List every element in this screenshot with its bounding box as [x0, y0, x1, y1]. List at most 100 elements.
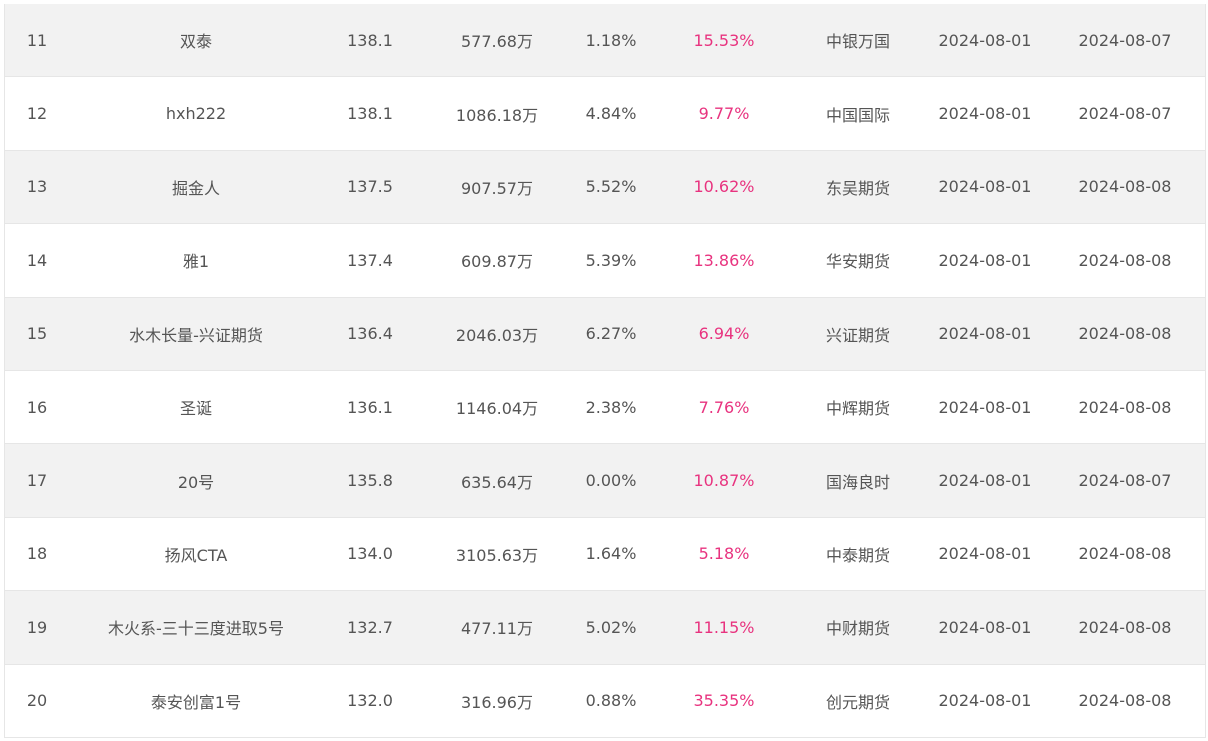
- ranking-table: 11 双泰 138.1 577.68万 1.18% 15.53% 中银万国 20…: [4, 4, 1206, 738]
- table-row[interactable]: 12 hxh222 138.1 1086.18万 4.84% 9.77% 中国国…: [5, 77, 1205, 151]
- start-date-cell: 2024-08-01: [938, 324, 1032, 344]
- account-name-cell[interactable]: 双泰: [179, 32, 212, 52]
- nav-cell: 137.4: [347, 250, 393, 270]
- end-date-cell: 2024-08-08: [1078, 544, 1172, 564]
- start-date-cell: 2024-08-01: [938, 397, 1032, 417]
- return-cell: 35.35%: [693, 691, 755, 711]
- start-date-cell: 2024-08-01: [938, 250, 1032, 270]
- rank-cell: 13: [26, 177, 48, 197]
- account-name-cell[interactable]: 木火系-三十三度进取5号: [108, 619, 284, 639]
- broker-cell: 创元期货: [825, 692, 890, 712]
- broker-cell: 中国国际: [825, 105, 890, 125]
- return-cell: 10.87%: [693, 471, 755, 491]
- end-date-cell: 2024-08-08: [1078, 691, 1172, 711]
- account-name-cell[interactable]: 雅1: [182, 252, 210, 272]
- broker-cell: 兴证期货: [825, 325, 890, 345]
- equity-cell: 1086.18万: [455, 105, 539, 125]
- broker-cell: 国海良时: [825, 472, 890, 492]
- equity-cell: 907.57万: [461, 178, 533, 198]
- start-date-cell: 2024-08-01: [938, 104, 1032, 124]
- account-name-cell[interactable]: 水木长量-兴证期货: [129, 325, 263, 345]
- table-row[interactable]: 16 圣诞 136.1 1146.04万 2.38% 7.76% 中辉期货 20…: [5, 370, 1205, 445]
- end-date-cell: 2024-08-08: [1078, 397, 1172, 417]
- end-date-cell: 2024-08-07: [1078, 104, 1172, 124]
- account-name-cell[interactable]: 掘金人: [171, 178, 220, 198]
- rank-cell: 19: [26, 617, 48, 637]
- rank-cell: 11: [26, 30, 48, 50]
- table-row[interactable]: 15 水木长量-兴证期货 136.4 2046.03万 6.27% 6.94% …: [5, 297, 1205, 371]
- rank-cell: 16: [26, 397, 48, 417]
- account-name-cell[interactable]: hxh222: [165, 104, 227, 124]
- nav-cell: 134.0: [347, 544, 393, 564]
- broker-cell: 东吴期货: [825, 178, 890, 198]
- equity-cell: 577.68万: [461, 32, 533, 52]
- equity-cell: 1146.04万: [455, 399, 539, 419]
- table-row[interactable]: 17 20号 135.8 635.64万 0.00% 10.87% 国海良时 2…: [5, 444, 1205, 518]
- return-cell: 7.76%: [698, 397, 750, 417]
- broker-cell: 中银万国: [825, 32, 890, 52]
- rank-cell: 14: [26, 250, 48, 270]
- return-cell: 10.62%: [693, 177, 755, 197]
- return-cell: 6.94%: [698, 324, 750, 344]
- drawdown-cell: 0.00%: [585, 471, 637, 491]
- end-date-cell: 2024-08-07: [1078, 471, 1172, 491]
- nav-cell: 132.7: [347, 617, 393, 637]
- equity-cell: 635.64万: [461, 472, 533, 492]
- drawdown-cell: 6.27%: [585, 324, 637, 344]
- return-cell: 5.18%: [698, 544, 750, 564]
- rank-cell: 18: [26, 544, 48, 564]
- drawdown-cell: 4.84%: [585, 104, 637, 124]
- nav-cell: 136.1: [347, 397, 393, 417]
- drawdown-cell: 5.02%: [585, 617, 637, 637]
- table-row[interactable]: 11 双泰 138.1 577.68万 1.18% 15.53% 中银万国 20…: [5, 4, 1205, 78]
- rank-cell: 12: [26, 104, 48, 124]
- end-date-cell: 2024-08-08: [1078, 177, 1172, 197]
- nav-cell: 137.5: [347, 177, 393, 197]
- end-date-cell: 2024-08-08: [1078, 617, 1172, 637]
- nav-cell: 132.0: [347, 691, 393, 711]
- drawdown-cell: 5.39%: [585, 250, 637, 270]
- drawdown-cell: 1.18%: [585, 30, 637, 50]
- nav-cell: 135.8: [347, 471, 393, 491]
- end-date-cell: 2024-08-07: [1078, 30, 1172, 50]
- return-cell: 13.86%: [693, 250, 755, 270]
- equity-cell: 316.96万: [461, 692, 533, 712]
- equity-cell: 609.87万: [461, 252, 533, 272]
- equity-cell: 2046.03万: [455, 325, 539, 345]
- equity-cell: 3105.63万: [455, 545, 539, 565]
- start-date-cell: 2024-08-01: [938, 544, 1032, 564]
- rank-cell: 20: [26, 691, 48, 711]
- start-date-cell: 2024-08-01: [938, 691, 1032, 711]
- table-row[interactable]: 14 雅1 137.4 609.87万 5.39% 13.86% 华安期货 20…: [5, 224, 1205, 298]
- return-cell: 9.77%: [698, 104, 750, 124]
- nav-cell: 136.4: [347, 324, 393, 344]
- broker-cell: 华安期货: [825, 252, 890, 272]
- rank-cell: 17: [26, 471, 48, 491]
- account-name-cell[interactable]: 20号: [177, 472, 215, 492]
- table-row[interactable]: 20 泰安创富1号 132.0 316.96万 0.88% 35.35% 创元期…: [5, 664, 1205, 738]
- table-row[interactable]: 19 木火系-三十三度进取5号 132.7 477.11万 5.02% 11.1…: [5, 591, 1205, 665]
- nav-cell: 138.1: [347, 30, 393, 50]
- table-row[interactable]: 13 掘金人 137.5 907.57万 5.52% 10.62% 东吴期货 2…: [5, 150, 1205, 225]
- page-margin: [0, 0, 4, 741]
- return-cell: 11.15%: [693, 617, 755, 637]
- drawdown-cell: 0.88%: [585, 691, 637, 711]
- broker-cell: 中泰期货: [825, 545, 890, 565]
- return-cell: 15.53%: [693, 30, 755, 50]
- start-date-cell: 2024-08-01: [938, 471, 1032, 491]
- account-name-cell[interactable]: 圣诞: [179, 399, 212, 419]
- nav-cell: 138.1: [347, 104, 393, 124]
- drawdown-cell: 5.52%: [585, 177, 637, 197]
- broker-cell: 中辉期货: [825, 399, 890, 419]
- drawdown-cell: 2.38%: [585, 397, 637, 417]
- table-row[interactable]: 18 扬风CTA 134.0 3105.63万 1.64% 5.18% 中泰期货…: [5, 517, 1205, 592]
- account-name-cell[interactable]: 泰安创富1号: [150, 692, 242, 712]
- account-name-cell[interactable]: 扬风CTA: [164, 545, 228, 565]
- broker-cell: 中财期货: [825, 619, 890, 639]
- drawdown-cell: 1.64%: [585, 544, 637, 564]
- start-date-cell: 2024-08-01: [938, 30, 1032, 50]
- end-date-cell: 2024-08-08: [1078, 324, 1172, 344]
- equity-cell: 477.11万: [461, 619, 533, 639]
- rank-cell: 15: [26, 324, 48, 344]
- start-date-cell: 2024-08-01: [938, 617, 1032, 637]
